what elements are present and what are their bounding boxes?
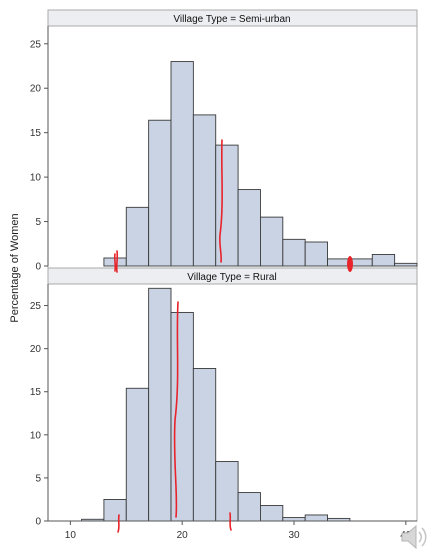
x-tick-label: 30: [288, 530, 300, 541]
panel-rural: Village Type = Rural 0 5 10 15 20 25: [30, 267, 418, 528]
y-tick-label: 5: [35, 473, 41, 484]
y-tick-label: 20: [30, 84, 42, 95]
y-tick-label: 5: [35, 217, 41, 228]
histogram-bar: [260, 216, 284, 267]
x-axis: 10203040: [48, 520, 417, 541]
pen-mark: [229, 512, 232, 531]
histogram-bar: [371, 253, 396, 267]
speaker-icon[interactable]: [401, 524, 427, 550]
y-tick-label: 10: [30, 173, 42, 184]
histogram-bar: [304, 241, 328, 267]
histogram-bar: [170, 311, 194, 522]
panel-strip: [47, 9, 418, 27]
histogram-bar: [237, 189, 261, 267]
pen-mark: [218, 139, 223, 263]
y-axis: 0 5 10 15 20 25: [30, 26, 49, 273]
panel-title: Village Type = Rural: [187, 272, 276, 283]
histogram-bar: [103, 499, 127, 522]
histogram-bar: [192, 114, 217, 267]
histogram-bar: [215, 144, 239, 267]
pen-mark: [113, 253, 117, 272]
histogram-bar: [148, 119, 172, 267]
y-axis: 0 5 10 15 20 25: [30, 284, 49, 528]
y-tick-label: 0: [35, 262, 41, 273]
histogram-bar: [170, 61, 194, 267]
y-tick-label: 20: [30, 344, 42, 355]
panel-strip: [47, 267, 418, 285]
pen-annotations: [113, 139, 353, 533]
histogram-bar: [192, 368, 217, 522]
histogram-bar: [215, 461, 239, 522]
panel-title: Village Type = Semi-urban: [173, 14, 290, 25]
y-tick-label: 10: [30, 430, 42, 441]
histogram-bar: [349, 258, 373, 267]
pen-mark: [347, 256, 353, 272]
histogram-bar: [148, 287, 172, 522]
bars: [103, 61, 418, 267]
histogram-bar: [237, 492, 261, 522]
histogram-bar: [394, 262, 418, 267]
histogram-bar: [327, 258, 351, 267]
y-tick-label: 25: [30, 39, 42, 50]
histogram-bar: [125, 206, 150, 267]
x-tick-label: 10: [65, 530, 77, 541]
y-tick-label: 15: [30, 128, 42, 139]
y-tick-label: 25: [30, 301, 42, 312]
histogram-bar: [260, 505, 284, 522]
pen-mark: [117, 514, 120, 533]
y-tick-label: 0: [35, 517, 41, 528]
y-axis-label: Percentage of Women: [9, 213, 21, 322]
histogram-bar: [282, 238, 306, 267]
pen-mark: [173, 301, 179, 518]
histogram-bar: [125, 387, 150, 522]
pen-mark: [115, 250, 119, 273]
x-tick-label: 20: [177, 530, 189, 541]
bars: [81, 287, 351, 522]
histogram-bar: [282, 517, 306, 522]
histogram-bar: [304, 514, 328, 522]
y-tick-label: 15: [30, 387, 42, 398]
panel-semi-urban: Village Type = Semi-urban 0 5 10 15 20 25: [30, 9, 418, 273]
